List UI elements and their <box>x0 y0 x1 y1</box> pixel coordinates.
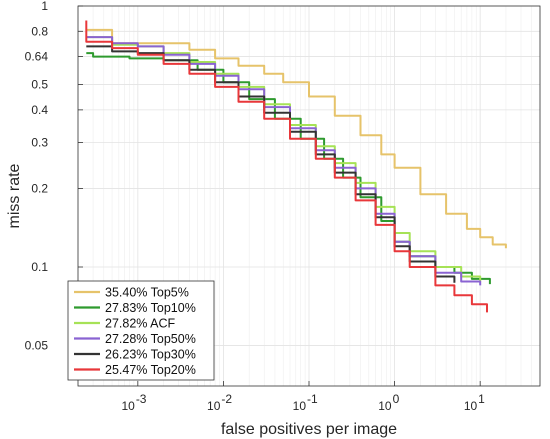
legend-item: 27.28% Top50% <box>74 332 196 346</box>
x-tick-base: 10 <box>207 399 221 413</box>
legend-label: 27.82% ACF <box>105 317 176 331</box>
y-tick-label: 0.3 <box>31 135 48 149</box>
legend-item: 27.82% ACF <box>74 317 176 331</box>
legend-box <box>67 280 215 381</box>
x-tick-base: 10 <box>378 399 392 413</box>
y-tick-label: 0.5 <box>31 78 48 92</box>
y-tick-label: 0.8 <box>31 24 48 38</box>
x-tick-base: 10 <box>121 399 135 413</box>
legend-label: 25.47% Top20% <box>105 363 196 377</box>
x-tick-label: 10 -3 <box>121 392 146 413</box>
x-tick-base: 10 <box>464 399 478 413</box>
series-group <box>85 20 507 313</box>
y-tick-label: 0.64 <box>25 50 49 64</box>
x-tick-label: 10 -2 <box>207 392 232 413</box>
y-tick-label: 0.05 <box>25 339 49 353</box>
legend-item: 27.83% Top10% <box>74 301 196 315</box>
y-tick-label: 1 <box>41 0 48 13</box>
series-line <box>85 20 488 313</box>
x-tick-label: 10 0 <box>378 392 399 413</box>
legend: 35.40% Top5%27.83% Top10% 27.82% ACF27.28… <box>67 280 215 381</box>
y-axis-label: miss rate <box>6 163 23 228</box>
y-tick-label: 0.2 <box>31 181 48 195</box>
x-axis-label: false positives per image <box>221 421 397 438</box>
y-axis-ticks: 0.05 0.1 0.2 0.3 0.4 0.5 0.64 0.8 1 <box>25 0 83 353</box>
x-tick-exponent: -2 <box>221 392 232 406</box>
x-tick-exponent: 1 <box>478 392 485 406</box>
legend-label: 27.28% Top50% <box>105 332 196 346</box>
legend-label: 26.23% Top30% <box>105 348 196 362</box>
y-tick-label: 0.1 <box>31 260 48 274</box>
x-tick-label: 10 -1 <box>293 392 318 413</box>
x-axis-ticks: 10 -3 10 -2 10 -1 10 0 10 1 <box>121 381 485 413</box>
x-tick-base: 10 <box>293 399 307 413</box>
legend-item: 26.23% Top30% <box>74 348 196 362</box>
legend-item: 35.40% Top5% <box>74 286 189 300</box>
x-tick-label: 10 1 <box>464 392 485 413</box>
legend-label: 35.40% Top5% <box>105 286 189 300</box>
x-tick-exponent: -1 <box>307 392 318 406</box>
series-line <box>86 28 507 249</box>
series-line <box>86 36 482 286</box>
legend-label: 27.83% Top10% <box>105 301 196 315</box>
x-tick-exponent: -3 <box>136 392 147 406</box>
y-tick-label: 0.4 <box>31 103 48 117</box>
x-tick-exponent: 0 <box>393 392 400 406</box>
legend-item: 25.47% Top20% <box>74 363 196 377</box>
